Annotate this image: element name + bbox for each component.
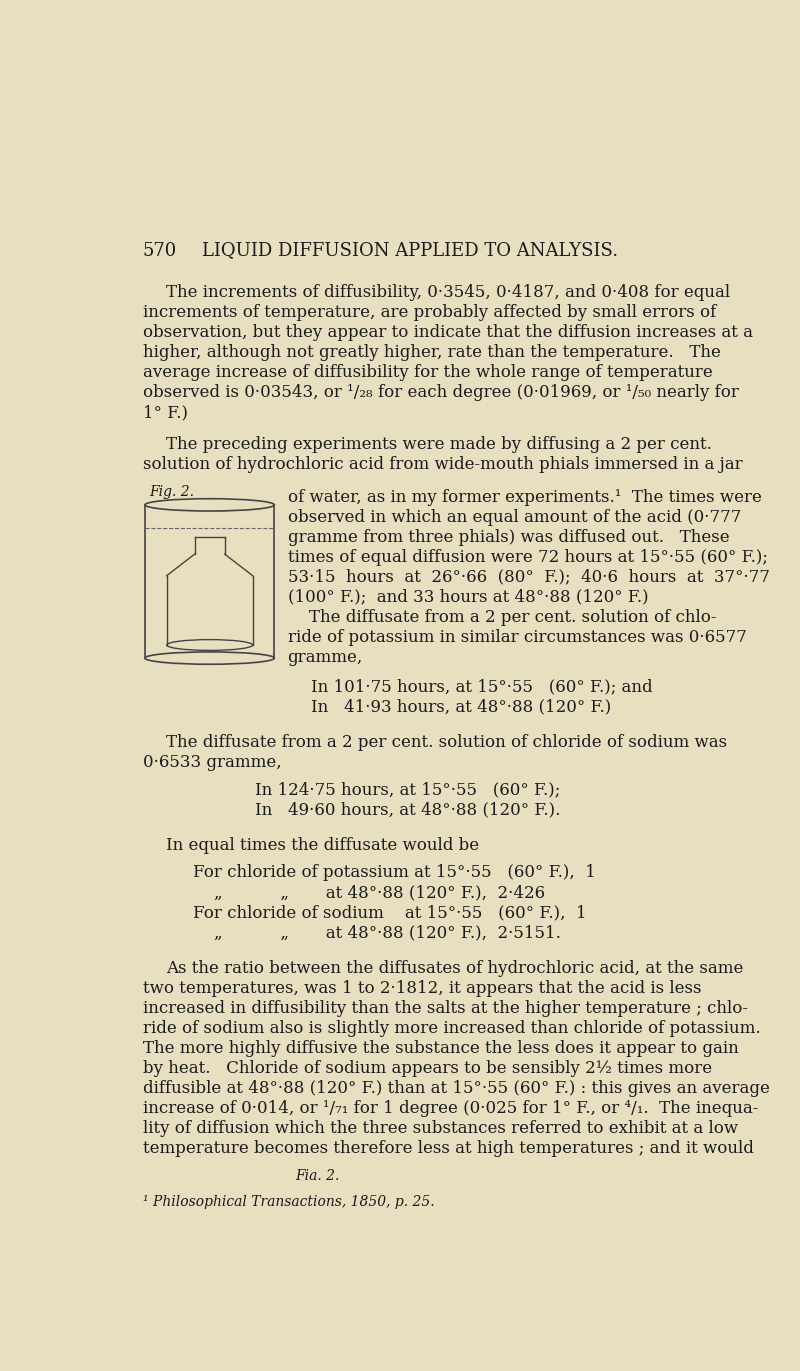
Text: In   49·60 hours, at 48°·88 (120° F.).: In 49·60 hours, at 48°·88 (120° F.).	[255, 801, 560, 818]
Text: 53·15  hours  at  26°·66  (80°  F.);  40·6  hours  at  37°·77: 53·15 hours at 26°·66 (80° F.); 40·6 hou…	[287, 569, 770, 585]
Text: gramme from three phials) was diffused out.   These: gramme from three phials) was diffused o…	[287, 529, 729, 546]
Text: increase of 0·014, or ¹/₇₁ for 1 degree (0·025 for 1° F., or ⁴/₁.  The inequa-: increase of 0·014, or ¹/₇₁ for 1 degree …	[142, 1100, 758, 1117]
Text: observation, but they appear to indicate that the diffusion increases at a: observation, but they appear to indicate…	[142, 324, 753, 341]
Text: higher, although not greatly higher, rate than the temperature.   The: higher, although not greatly higher, rat…	[142, 344, 721, 361]
Text: of water, as in my former experiments.¹  The times were: of water, as in my former experiments.¹ …	[287, 488, 762, 506]
Text: The diffusate from a 2 per cent. solution of chloride of sodium was: The diffusate from a 2 per cent. solutio…	[166, 733, 727, 750]
Text: solution of hydrochloric acid from wide-mouth phials immersed in a jar: solution of hydrochloric acid from wide-…	[142, 455, 742, 473]
Text: LIQUID DIFFUSION APPLIED TO ANALYSIS.: LIQUID DIFFUSION APPLIED TO ANALYSIS.	[202, 241, 618, 259]
Text: „           „       at 48°·88 (120° F.),  2·5151.: „ „ at 48°·88 (120° F.), 2·5151.	[193, 924, 561, 942]
Text: For chloride of sodium    at 15°·55   (60° F.),  1: For chloride of sodium at 15°·55 (60° F.…	[193, 905, 586, 921]
Text: „           „       at 48°·88 (120° F.),  2·426: „ „ at 48°·88 (120° F.), 2·426	[193, 884, 545, 902]
Text: Fig. 2.: Fig. 2.	[149, 485, 194, 499]
Text: The preceding experiments were made by diffusing a 2 per cent.: The preceding experiments were made by d…	[166, 436, 712, 452]
Text: As the ratio between the diffusates of hydrochloric acid, at the same: As the ratio between the diffusates of h…	[166, 960, 743, 978]
Text: The diffusate from a 2 per cent. solution of chlo-: The diffusate from a 2 per cent. solutio…	[287, 609, 716, 625]
Text: observed is 0·03543, or ¹/₂₈ for each degree (0·01969, or ¹/₅₀ nearly for: observed is 0·03543, or ¹/₂₈ for each de…	[142, 384, 738, 400]
Text: For chloride of potassium at 15°·55   (60° F.),  1: For chloride of potassium at 15°·55 (60°…	[193, 865, 596, 882]
Text: ¹ Philosophical Transactions, 1850, p. 25.: ¹ Philosophical Transactions, 1850, p. 2…	[142, 1194, 434, 1209]
Text: times of equal diffusion were 72 hours at 15°·55 (60° F.);: times of equal diffusion were 72 hours a…	[287, 548, 767, 566]
Text: In 101·75 hours, at 15°·55   (60° F.); and: In 101·75 hours, at 15°·55 (60° F.); and	[310, 679, 653, 695]
Text: Fia. 2.: Fia. 2.	[295, 1169, 340, 1183]
Text: ride of potassium in similar circumstances was 0·6577: ride of potassium in similar circumstanc…	[287, 629, 746, 646]
Text: increments of temperature, are probably affected by small errors of: increments of temperature, are probably …	[142, 304, 716, 321]
Text: by heat.   Chloride of sodium appears to be sensibly 2½ times more: by heat. Chloride of sodium appears to b…	[142, 1060, 712, 1078]
Text: ride of sodium also is slightly more increased than chloride of potassium.: ride of sodium also is slightly more inc…	[142, 1020, 760, 1036]
Text: average increase of diffusibility for the whole range of temperature: average increase of diffusibility for th…	[142, 363, 712, 381]
Text: (100° F.);  and 33 hours at 48°·88 (120° F.): (100° F.); and 33 hours at 48°·88 (120° …	[287, 588, 648, 606]
Text: 1° F.): 1° F.)	[142, 404, 188, 421]
Text: The more highly diffusive the substance the less does it appear to gain: The more highly diffusive the substance …	[142, 1041, 738, 1057]
Text: The increments of diffusibility, 0·3545, 0·4187, and 0·408 for equal: The increments of diffusibility, 0·3545,…	[166, 284, 730, 300]
Text: gramme,: gramme,	[287, 648, 363, 666]
Text: temperature becomes therefore less at high temperatures ; and it would: temperature becomes therefore less at hi…	[142, 1141, 754, 1157]
Text: In equal times the diffusate would be: In equal times the diffusate would be	[166, 836, 479, 854]
Text: In   41·93 hours, at 48°·88 (120° F.): In 41·93 hours, at 48°·88 (120° F.)	[310, 698, 611, 716]
Text: increased in diffusibility than the salts at the higher temperature ; chlo-: increased in diffusibility than the salt…	[142, 999, 748, 1017]
Text: two temperatures, was 1 to 2·1812, it appears that the acid is less: two temperatures, was 1 to 2·1812, it ap…	[142, 980, 701, 997]
Text: 570: 570	[142, 241, 177, 259]
Text: 0·6533 gramme,: 0·6533 gramme,	[142, 754, 282, 771]
Text: observed in which an equal amount of the acid (0·777: observed in which an equal amount of the…	[287, 509, 741, 525]
Text: lity of diffusion which the three substances referred to exhibit at a low: lity of diffusion which the three substa…	[142, 1120, 738, 1137]
Text: diffusible at 48°·88 (120° F.) than at 15°·55 (60° F.) : this gives an average: diffusible at 48°·88 (120° F.) than at 1…	[142, 1080, 770, 1097]
Text: In 124·75 hours, at 15°·55   (60° F.);: In 124·75 hours, at 15°·55 (60° F.);	[255, 781, 560, 798]
